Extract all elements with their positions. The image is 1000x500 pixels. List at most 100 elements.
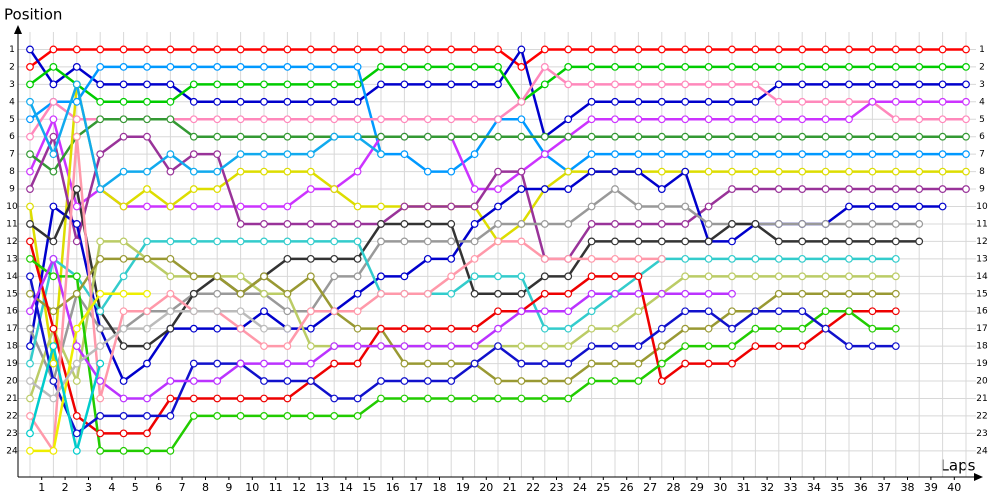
y-tick-label-right: 10 [976, 202, 988, 212]
lap-marker [494, 167, 502, 176]
lap-marker [587, 342, 596, 351]
lap-marker [798, 45, 807, 54]
y-tick-label: 3 [9, 80, 15, 90]
lap-marker [938, 115, 947, 124]
lap-marker [774, 63, 783, 71]
x-tick-label: 29 [690, 481, 704, 494]
lap-marker [821, 289, 830, 298]
lap-marker [587, 307, 596, 316]
lap-marker [377, 80, 385, 89]
lap-marker [49, 272, 58, 281]
lap-marker [26, 97, 34, 106]
lap-marker [166, 45, 175, 54]
lap-marker [213, 307, 222, 316]
lap-marker [634, 115, 643, 124]
lap-marker [821, 80, 830, 89]
x-tick-label: 17 [409, 481, 423, 494]
lap-marker [353, 342, 362, 351]
lap-marker [260, 167, 268, 176]
lap-marker [891, 272, 900, 281]
lap-marker [49, 97, 58, 106]
lap-marker [49, 202, 58, 211]
lap-marker [728, 254, 736, 263]
lap-marker [728, 132, 736, 141]
lap-marker [634, 342, 643, 351]
x-tick-label: 9 [225, 481, 232, 494]
lap-marker [821, 324, 830, 333]
lap-marker [166, 289, 175, 298]
lap-marker [353, 307, 362, 316]
lap-marker [377, 220, 385, 228]
lap-marker [330, 220, 339, 228]
lap-marker [470, 394, 479, 403]
lap-marker [72, 220, 81, 228]
lap-marker [681, 342, 690, 351]
lap-marker [283, 237, 292, 246]
lap-marker [283, 97, 292, 106]
y-tick-label: 8 [9, 167, 15, 177]
lap-marker [96, 97, 105, 106]
lap-marker [166, 412, 175, 420]
x-tick-label: 33 [784, 481, 798, 494]
lap-marker [845, 307, 853, 316]
lap-marker [330, 80, 339, 89]
lap-marker [915, 167, 924, 176]
lap-marker [166, 150, 175, 159]
lap-marker [821, 185, 830, 193]
x-tick-label: 21 [503, 481, 517, 494]
y-tick-label-right: 4 [979, 97, 985, 107]
lap-marker [119, 132, 128, 141]
lap-marker [353, 289, 362, 298]
lap-marker [517, 167, 526, 176]
lap-marker [260, 115, 268, 124]
lap-marker [119, 272, 128, 281]
x-tick-label: 15 [362, 481, 376, 494]
lap-marker [143, 446, 151, 455]
lap-marker [166, 446, 175, 455]
lap-marker [353, 202, 362, 211]
x-tick-label: 11 [269, 481, 283, 494]
lap-marker [634, 202, 643, 211]
lap-marker [845, 167, 853, 176]
lap-marker [283, 289, 292, 298]
lap-marker [377, 115, 385, 124]
lap-marker [938, 97, 947, 106]
lap-marker [72, 446, 81, 455]
lap-marker [938, 167, 947, 176]
lap-marker [681, 115, 690, 124]
lap-marker [236, 220, 245, 228]
lap-marker [657, 97, 666, 106]
lap-marker [891, 132, 900, 141]
lap-marker [260, 394, 268, 403]
x-tick-label: 40 [947, 481, 961, 494]
lap-marker [423, 324, 432, 333]
lap-marker [283, 220, 292, 228]
lap-marker [49, 254, 58, 263]
lap-marker [353, 272, 362, 281]
lap-marker [704, 272, 713, 281]
lap-marker [517, 132, 526, 141]
lap-marker [119, 202, 128, 211]
lap-marker [845, 185, 853, 193]
lap-marker [143, 429, 151, 438]
lap-marker [72, 324, 81, 333]
lap-marker [260, 359, 268, 368]
lap-marker [564, 394, 573, 403]
lap-marker [330, 342, 339, 351]
lap-marker [845, 150, 853, 159]
lap-marker [189, 97, 198, 106]
lap-marker [283, 45, 292, 54]
lap-marker [49, 115, 58, 124]
lap-marker [798, 150, 807, 159]
lap-marker [470, 132, 479, 141]
lap-marker [26, 307, 34, 316]
lap-marker [353, 254, 362, 263]
lap-marker [213, 115, 222, 124]
lap-marker [213, 272, 222, 281]
lap-marker [236, 394, 245, 403]
lap-marker [681, 80, 690, 89]
lap-marker [447, 237, 456, 246]
lap-marker [447, 45, 456, 54]
series-markers [26, 45, 970, 455]
y-tick-label-right: 2 [979, 62, 985, 72]
